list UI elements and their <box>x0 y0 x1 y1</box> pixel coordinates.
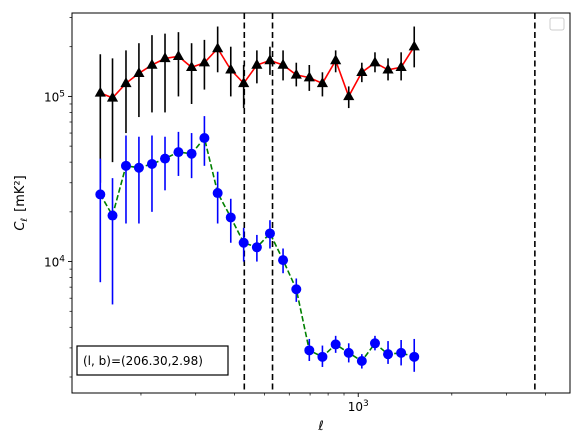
series-2-point-22 <box>369 338 380 349</box>
series-2-point-3 <box>120 160 131 171</box>
series-2-point-16 <box>291 284 302 295</box>
y-tick-label-2-exp: 5 <box>59 89 65 99</box>
x-tick-label-1-base: 10 <box>348 400 363 414</box>
annotation-frame <box>76 345 229 376</box>
legend-box <box>549 17 565 31</box>
y-axis-label: Cℓ [mK²] <box>13 175 30 230</box>
series-2-point-9 <box>199 133 210 144</box>
series-2-point-14 <box>264 228 275 239</box>
series-2-point-18 <box>317 351 328 362</box>
y-axis-label-main: C <box>13 221 28 231</box>
series-2-point-25 <box>409 351 420 362</box>
series-1-point-8 <box>186 61 198 72</box>
series-1-point-17 <box>303 71 315 82</box>
y-tick-label-2-base: 10 <box>44 90 59 104</box>
series-1-point-14 <box>264 54 276 65</box>
series-1-point-2 <box>106 91 119 102</box>
y-tick-label-1-base: 10 <box>44 256 59 270</box>
series-1-point-21 <box>356 66 368 77</box>
x-tick-label-1-exp: 3 <box>363 399 369 409</box>
series-2-point-6 <box>160 153 171 164</box>
series-2-point-12 <box>238 237 249 248</box>
series-2-point-20 <box>343 347 354 358</box>
series-1-point-3 <box>120 77 132 88</box>
series-1-point-13 <box>251 58 263 69</box>
series-1-point-18 <box>316 77 329 88</box>
series-1-point-7 <box>172 50 185 61</box>
series-2-point-19 <box>330 339 341 350</box>
series-1-point-15 <box>277 58 289 69</box>
plot-content <box>94 13 536 393</box>
series-2-point-8 <box>186 148 197 159</box>
series-1-point-19 <box>330 54 342 65</box>
series-1-point-20 <box>343 90 355 101</box>
series-1-point-23 <box>382 63 394 74</box>
series-2-point-15 <box>278 255 289 266</box>
plot-area <box>94 13 536 393</box>
annotation-box: (l, b)=(206.30,2.98) <box>76 345 229 376</box>
axes-frame <box>71 12 571 394</box>
series-1-point-11 <box>225 63 237 74</box>
series-1-point-5 <box>146 58 158 69</box>
series-2-point-1 <box>95 189 106 200</box>
y-axis-label-unit: [mK²] <box>13 175 28 212</box>
x-axis-label: ℓ <box>317 419 323 434</box>
series-2-point-2 <box>107 210 118 221</box>
series-2-point-21 <box>356 355 367 366</box>
y-tick-label-1: 104 <box>44 255 65 270</box>
series-2-point-10 <box>212 188 223 199</box>
series-1-point-6 <box>159 52 171 63</box>
y-tick-label-1-exp: 4 <box>59 255 65 265</box>
series-2-point-7 <box>173 147 184 158</box>
series-2-point-23 <box>383 349 394 360</box>
series-1-point-16 <box>290 68 302 79</box>
annotations: (l, b)=(206.30,2.98) <box>76 17 565 376</box>
series-2 <box>95 116 420 372</box>
series-1-point-9 <box>198 56 210 67</box>
series-1-point-25 <box>408 40 420 51</box>
series-1-point-22 <box>369 56 381 67</box>
series-2-point-11 <box>225 212 236 223</box>
y-axis-label-sub: ℓ <box>20 218 30 223</box>
series-2-point-13 <box>251 242 262 253</box>
series-2-point-5 <box>146 158 157 169</box>
series-1-point-10 <box>212 42 224 53</box>
series-2-point-24 <box>396 347 407 358</box>
x-tick-label-1: 103 <box>348 399 369 414</box>
y-tick-label-2: 105 <box>44 89 65 104</box>
annotation-text: (l, b)=(206.30,2.98) <box>83 354 203 368</box>
series-2-point-4 <box>133 162 144 173</box>
series-1-point-24 <box>395 61 407 72</box>
series-2-point-17 <box>304 345 315 356</box>
series-1-point-12 <box>238 77 250 88</box>
series-1-point-4 <box>133 67 145 78</box>
series-1-point-1 <box>94 86 106 97</box>
